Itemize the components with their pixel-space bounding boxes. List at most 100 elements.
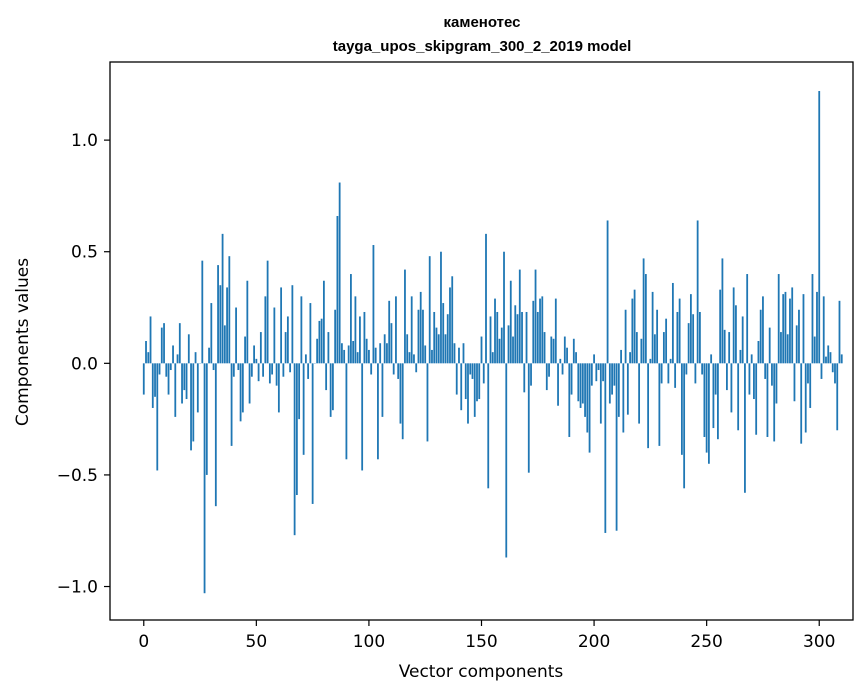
- bar: [286, 316, 289, 364]
- bar: [169, 363, 172, 371]
- bar: [635, 332, 638, 364]
- bar: [291, 285, 294, 364]
- bar: [518, 269, 521, 364]
- bar: [786, 334, 789, 364]
- bar: [570, 363, 573, 395]
- y-tick-label: −1.0: [57, 578, 98, 598]
- bar: [662, 332, 665, 364]
- bar: [147, 352, 150, 364]
- bar: [647, 363, 650, 449]
- bar: [241, 363, 244, 413]
- bar: [575, 352, 577, 364]
- bar: [244, 336, 246, 364]
- bar: [840, 354, 843, 364]
- bar: [354, 296, 357, 364]
- bar: [271, 363, 274, 375]
- bar: [757, 341, 760, 364]
- bar: [471, 363, 474, 379]
- bar: [626, 363, 629, 415]
- bar: [554, 298, 557, 364]
- x-tick-label: 300: [803, 632, 835, 652]
- bar: [640, 338, 643, 364]
- x-tick-label: 50: [246, 632, 268, 652]
- bar: [793, 363, 796, 402]
- bar: [811, 274, 814, 364]
- bar: [768, 327, 771, 364]
- bar: [478, 363, 481, 400]
- bar: [798, 309, 800, 364]
- chart-title: каменотес: [444, 14, 521, 31]
- bar: [356, 352, 359, 364]
- bar: [212, 363, 215, 371]
- bar: [572, 338, 575, 364]
- bar: [809, 363, 812, 408]
- bar: [266, 260, 269, 364]
- bar: [201, 260, 204, 364]
- bar: [807, 363, 809, 384]
- bar: [449, 287, 451, 364]
- bar: [250, 363, 253, 377]
- bar: [800, 363, 803, 444]
- bar: [428, 256, 431, 364]
- bar: [552, 338, 555, 364]
- bar: [656, 309, 659, 364]
- bar: [838, 300, 841, 364]
- y-tick-label: −0.5: [57, 466, 98, 486]
- bar: [208, 347, 210, 364]
- bar: [352, 341, 355, 364]
- y-tick-label: 0.0: [71, 354, 98, 374]
- bar: [469, 363, 472, 375]
- bar: [440, 251, 442, 364]
- bar: [599, 363, 602, 424]
- bar: [365, 338, 368, 364]
- bar: [789, 298, 791, 364]
- bar: [253, 345, 255, 364]
- bar: [401, 363, 404, 440]
- bar: [739, 349, 742, 364]
- bar: [379, 343, 382, 364]
- bar: [239, 363, 242, 422]
- bar: [386, 343, 388, 364]
- bar: [205, 363, 208, 475]
- bar: [685, 363, 688, 375]
- bar: [548, 363, 550, 377]
- x-axis-ticks: 0 50 100 150 200 250 300: [138, 620, 835, 652]
- bar: [446, 314, 449, 364]
- bar: [509, 280, 512, 364]
- bar: [248, 363, 251, 404]
- bar: [399, 363, 402, 424]
- bar: [595, 363, 598, 382]
- bar: [561, 363, 564, 375]
- bar: [444, 334, 447, 364]
- bar: [435, 327, 438, 364]
- bar: [764, 363, 767, 379]
- bar: [397, 363, 400, 379]
- bar: [300, 296, 303, 364]
- bar: [642, 258, 645, 364]
- bar: [651, 291, 654, 364]
- bar: [678, 298, 681, 364]
- bar: [491, 352, 494, 364]
- bar: [629, 352, 631, 364]
- bar: [451, 276, 454, 364]
- bar: [156, 363, 159, 471]
- bar: [588, 363, 591, 453]
- bar: [482, 363, 485, 384]
- bar: [714, 363, 717, 395]
- bar: [307, 363, 310, 379]
- y-axis-label: Components values: [13, 258, 33, 426]
- bar: [368, 349, 370, 364]
- bar: [732, 287, 735, 364]
- bar: [172, 345, 174, 364]
- bar: [316, 338, 319, 364]
- bar: [374, 347, 377, 364]
- bar: [721, 258, 724, 364]
- bar: [257, 363, 260, 382]
- bar: [381, 363, 384, 417]
- bar: [780, 332, 782, 364]
- bar: [701, 363, 704, 375]
- bar: [710, 354, 713, 364]
- bar: [467, 363, 469, 424]
- bar: [737, 363, 740, 431]
- bar: [383, 334, 386, 364]
